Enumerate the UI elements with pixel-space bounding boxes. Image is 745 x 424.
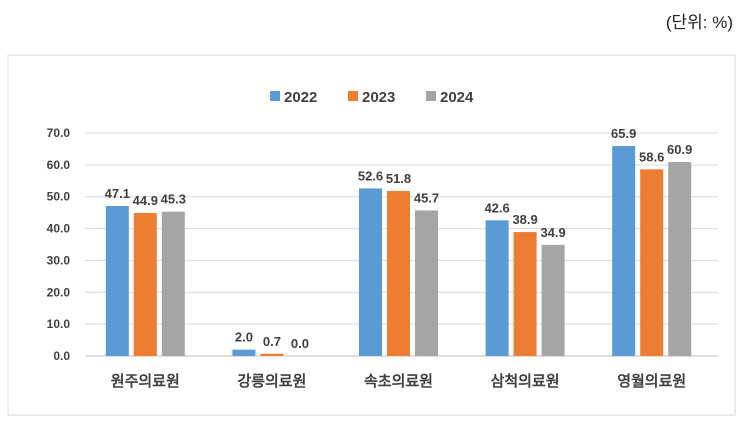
data-label: 45.3 — [161, 192, 186, 207]
x-tick-label: 삼척의료원 — [491, 372, 560, 390]
y-tick-label: 70.0 — [47, 126, 71, 140]
bar-2023 — [387, 190, 410, 356]
bar-2023 — [260, 353, 284, 356]
data-label: 45.7 — [414, 190, 439, 205]
bar-2024 — [541, 244, 565, 356]
data-label: 60.9 — [667, 142, 692, 157]
data-label: 0.0 — [291, 336, 309, 351]
bar-2023 — [513, 232, 537, 356]
legend-label: 2024 — [440, 89, 474, 106]
data-label: 44.9 — [133, 193, 158, 208]
bar-2023 — [640, 169, 664, 356]
y-tick-label: 40.0 — [47, 222, 71, 236]
legend-label: 2023 — [362, 89, 395, 106]
y-tick-label: 50.0 — [47, 190, 71, 204]
data-label: 0.7 — [263, 334, 281, 349]
bar-2024 — [161, 211, 185, 356]
data-label: 58.6 — [639, 149, 664, 164]
bar-2022 — [359, 188, 382, 356]
data-label: 2.0 — [235, 330, 253, 345]
x-tick-label: 영월의료원 — [617, 372, 686, 390]
data-label: 52.6 — [358, 168, 383, 183]
data-label: 34.9 — [540, 225, 565, 240]
bar-2024 — [415, 210, 438, 356]
data-label: 65.9 — [611, 126, 636, 141]
legend-swatch-2022 — [270, 91, 280, 101]
bar-2022 — [232, 349, 256, 356]
data-label: 42.6 — [484, 200, 509, 215]
unit-label: (단위: %) — [665, 13, 733, 32]
x-tick-label: 원주의료원 — [111, 372, 180, 390]
data-label: 47.1 — [105, 186, 130, 201]
legend-swatch-2023 — [348, 91, 358, 101]
data-label: 38.9 — [512, 212, 537, 227]
bar-2022 — [485, 220, 509, 356]
x-tick-label: 강릉의료원 — [237, 372, 306, 390]
y-tick-label: 0.0 — [53, 349, 70, 363]
y-tick-label: 30.0 — [47, 253, 71, 267]
x-tick-label: 속초의료원 — [364, 372, 433, 390]
bar-2022 — [105, 205, 129, 356]
bar-2024 — [668, 161, 692, 356]
y-tick-label: 20.0 — [47, 285, 71, 299]
data-label: 51.8 — [386, 171, 411, 186]
bar-2022 — [612, 146, 636, 356]
legend-label: 2022 — [284, 89, 317, 106]
y-tick-label: 10.0 — [47, 317, 71, 331]
bar-2023 — [133, 212, 157, 356]
y-tick-label: 60.0 — [47, 158, 71, 172]
legend-swatch-2024 — [426, 91, 436, 101]
